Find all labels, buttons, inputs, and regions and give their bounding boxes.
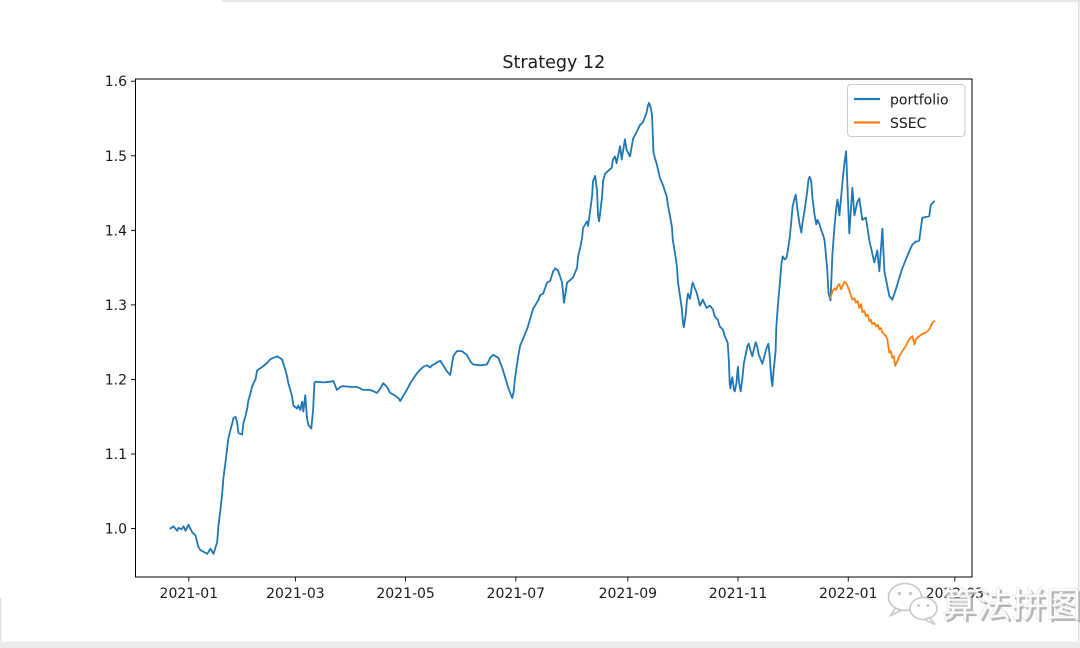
y-tick-label: 1.2	[105, 372, 127, 388]
y-tick-label: 1.1	[105, 447, 127, 463]
chart-title: Strategy 12	[502, 53, 605, 73]
x-tick-label: 2022-01	[819, 586, 878, 602]
plot-area	[135, 78, 973, 578]
y-tick-label: 1.0	[105, 522, 127, 538]
legend-label-ssec: SSEC	[890, 116, 927, 132]
series-lines	[169, 102, 936, 555]
x-tick-label: 2021-11	[709, 586, 768, 602]
series-line-ssec	[829, 280, 936, 367]
legend-label-portfolio: portfolio	[890, 93, 949, 109]
x-tick-label: 2021-01	[160, 586, 219, 602]
y-tick-label: 1.6	[105, 74, 127, 90]
x-tick-label: 2021-09	[599, 586, 658, 602]
page-bottom-strip	[0, 641, 1080, 648]
y-tick-label: 1.5	[105, 149, 127, 165]
watermark: 算法拼图 算法拼图	[887, 582, 1080, 629]
series-line-portfolio	[169, 102, 936, 555]
watermark-text-shadow: 算法拼图	[944, 589, 1080, 629]
x-tick-label: 2022-03	[926, 586, 985, 602]
wechat-logo-icon	[887, 582, 938, 626]
y-tick-label: 1.3	[105, 298, 127, 314]
x-tick-label: 2021-07	[487, 586, 546, 602]
y-tick-label: 1.4	[105, 223, 127, 239]
x-tick-label: 2021-05	[376, 586, 435, 602]
watermark-text: 算法拼图	[941, 586, 1080, 626]
axis-ticks: 2021-01 2021-03 2021-05 2021-07 2021-09 2021-…	[105, 74, 984, 602]
x-tick-label: 2021-03	[266, 586, 325, 602]
legend: portfolio SSEC	[847, 84, 966, 137]
